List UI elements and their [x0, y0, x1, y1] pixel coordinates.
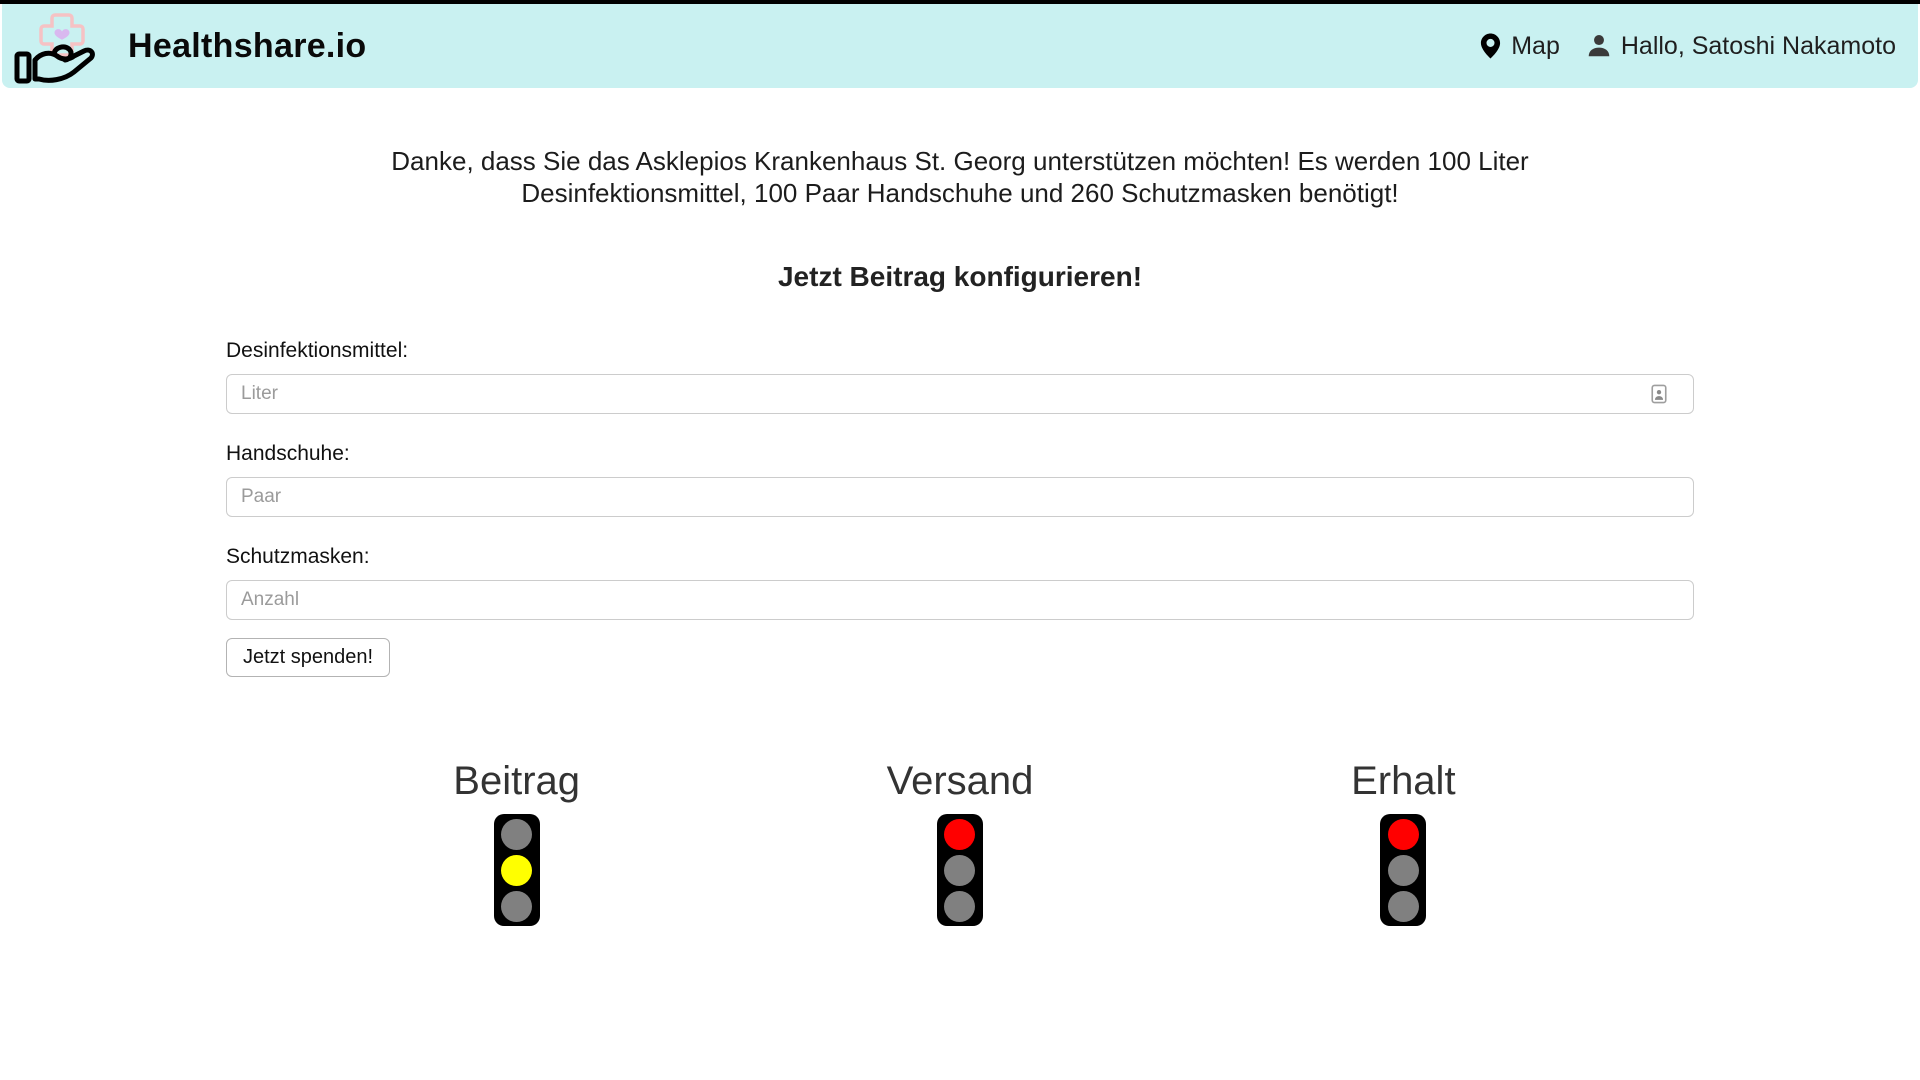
- label-schutzmasken: Schutzmasken:: [226, 545, 370, 569]
- field-desinfektionsmittel: [226, 374, 1694, 415]
- traffic-light-bulb-red: [1387, 818, 1419, 850]
- app-title: Healthshare.io: [128, 26, 367, 65]
- person-icon: [1588, 35, 1610, 57]
- config-heading: Jetzt Beitrag konfigurieren!: [777, 261, 1143, 293]
- header-nav: Map Hallo, Satoshi Nakamoto: [1479, 32, 1896, 61]
- map-link[interactable]: Map: [1479, 32, 1560, 61]
- donation-form: Desinfektionsmittel: Handschuhe: Schutzm…: [226, 339, 1694, 678]
- status-section: Beitrag Versand Erhalt: [295, 759, 1625, 927]
- healthshare-logo-icon: [14, 13, 95, 84]
- label-handschuhe: Handschuhe:: [226, 442, 350, 466]
- traffic-light-bulb-red: [501, 818, 533, 850]
- intro-message: Danke, dass Sie das Asklepios Krankenhau…: [391, 146, 1529, 208]
- traffic-light-bulb-red: [944, 818, 976, 850]
- traffic-light-erhalt: [1380, 814, 1427, 927]
- traffic-light-bulb-yellow: [1387, 854, 1419, 886]
- window-top-edge: [0, 0, 1920, 4]
- label-desinfektionsmittel: Desinfektionsmittel:: [226, 339, 409, 363]
- contact-autofill-icon[interactable]: [1650, 384, 1668, 404]
- status-column-beitrag: Beitrag: [295, 759, 738, 927]
- schutzmasken-input[interactable]: [226, 580, 1694, 621]
- desinfektionsmittel-input[interactable]: [226, 374, 1694, 415]
- map-link-label: Map: [1511, 31, 1560, 60]
- traffic-light-versand: [936, 814, 983, 927]
- donate-button[interactable]: Jetzt spenden!: [226, 638, 391, 678]
- traffic-light-bulb-green: [501, 890, 533, 922]
- status-label-erhalt: Erhalt: [1351, 759, 1456, 804]
- app-header: Healthshare.io Map Hallo, Satoshi Nakamo…: [2, 4, 1918, 88]
- traffic-light-bulb-yellow: [501, 854, 533, 886]
- status-label-beitrag: Beitrag: [453, 759, 581, 804]
- field-schutzmasken: [226, 580, 1694, 621]
- location-pin-icon: [1481, 33, 1501, 59]
- user-greeting-label: Hallo, Satoshi Nakamoto: [1620, 31, 1896, 60]
- field-handschuhe: [226, 477, 1694, 518]
- status-column-erhalt: Erhalt: [1182, 759, 1625, 927]
- user-greeting[interactable]: Hallo, Satoshi Nakamoto: [1586, 32, 1896, 61]
- traffic-light-bulb-green: [1387, 890, 1419, 922]
- traffic-light-bulb-green: [944, 890, 976, 922]
- main-content: Danke, dass Sie das Asklepios Krankenhau…: [0, 146, 1920, 927]
- traffic-light-beitrag: [493, 814, 540, 927]
- traffic-light-bulb-yellow: [944, 854, 976, 886]
- status-column-versand: Versand: [738, 759, 1181, 927]
- handschuhe-input[interactable]: [226, 477, 1694, 518]
- status-label-versand: Versand: [886, 759, 1034, 804]
